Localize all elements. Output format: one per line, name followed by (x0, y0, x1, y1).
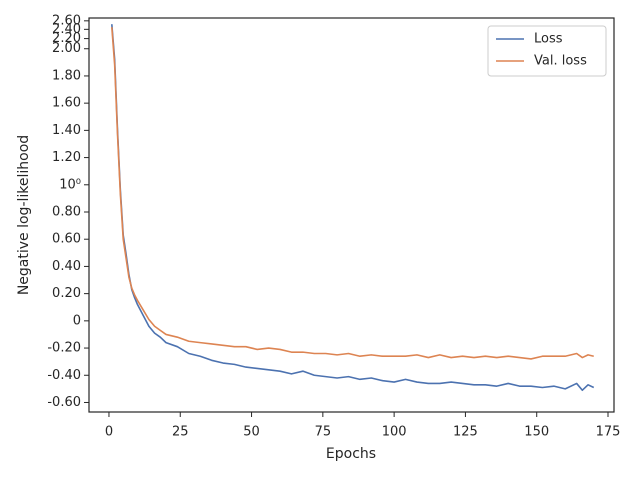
x-tick-label: 0 (105, 425, 113, 440)
x-tick-label: 125 (453, 425, 478, 440)
x-tick-label: 50 (243, 425, 260, 440)
y-tick-label: 2.00 (52, 41, 81, 56)
y-tick-label: 1.80 (52, 68, 81, 83)
x-tick-label: 25 (172, 425, 189, 440)
y-axis-label: Negative log-likelihood (16, 135, 32, 295)
legend-label: Val. loss (534, 54, 587, 69)
y-tick-label: 1.60 (52, 96, 81, 111)
legend-label: Loss (534, 32, 563, 47)
line-series (111, 27, 594, 360)
y-tick-label: 10⁰ (59, 177, 81, 192)
x-tick-label: 175 (596, 425, 621, 440)
y-tick-label: 0.40 (52, 259, 81, 274)
line-series (111, 24, 595, 392)
y-tick-label: 1.40 (52, 123, 81, 138)
x-tick-label: 150 (524, 425, 549, 440)
y-tick-label: -0.20 (47, 341, 81, 356)
y-tick-label: 0.60 (52, 232, 81, 247)
y-tick-label: 0.20 (52, 286, 81, 301)
y-tick-label: 2.60 (52, 13, 81, 28)
x-tick-label: 100 (382, 425, 407, 440)
x-tick-label: 75 (315, 425, 332, 440)
y-tick-label: -0.60 (47, 395, 81, 410)
y-tick-label: 2.40 (52, 22, 81, 37)
y-tick-label: 2.20 (52, 31, 81, 46)
y-tick-label: 1.20 (52, 150, 81, 165)
y-tick-label: -0.40 (47, 368, 81, 383)
y-tick-label: 0 (73, 313, 81, 328)
y-tick-label: 0.80 (52, 204, 81, 219)
x-axis-label: Epochs (326, 446, 376, 462)
axes-frame (88, 17, 615, 413)
